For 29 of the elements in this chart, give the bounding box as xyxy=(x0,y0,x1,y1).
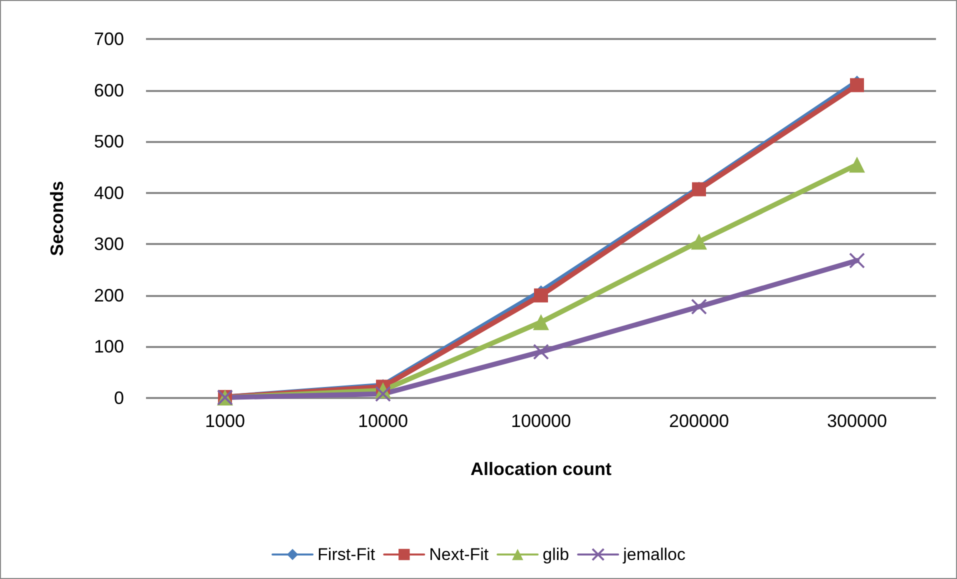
legend-label: jemalloc xyxy=(622,545,686,564)
y-tick-label: 0 xyxy=(114,388,124,408)
x-tick-label: 1000 xyxy=(204,411,246,431)
point xyxy=(691,234,707,250)
y-tick-label: 200 xyxy=(94,285,124,306)
x-tick-label: 300000 xyxy=(826,411,888,431)
point xyxy=(534,288,548,302)
x-tick-label: 10000 xyxy=(358,411,408,431)
x-axis-title: Allocation count xyxy=(470,459,612,479)
legend-label: glib xyxy=(542,545,570,564)
point xyxy=(849,252,865,269)
y-tick-label: 600 xyxy=(94,80,124,100)
point xyxy=(850,78,864,92)
legend-label: Next-Fit xyxy=(429,545,489,564)
point xyxy=(691,298,707,315)
x-tick-label: 100000 xyxy=(510,411,572,431)
legend-label: First-Fit xyxy=(318,545,376,564)
point xyxy=(692,182,706,196)
point xyxy=(533,344,549,360)
x-tick-label: 200000 xyxy=(668,411,730,431)
y-tick-label: 500 xyxy=(94,132,124,152)
point xyxy=(375,386,391,402)
y-tick-label: 300 xyxy=(94,234,124,254)
point xyxy=(849,156,865,173)
point xyxy=(533,314,549,330)
y-axis-title: Seconds xyxy=(47,180,67,256)
y-tick-label: 700 xyxy=(94,29,124,49)
y-tick-label: 100 xyxy=(94,336,124,357)
y-tick-label: 400 xyxy=(94,182,124,203)
